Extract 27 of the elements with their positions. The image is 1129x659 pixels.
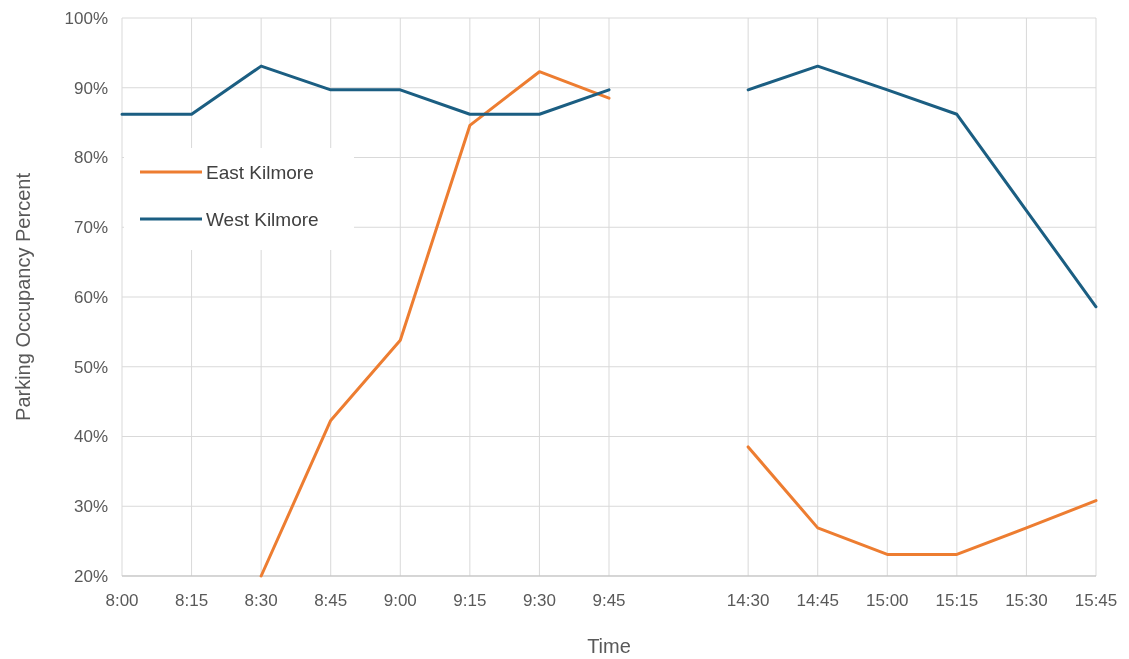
x-tick-label: 14:30 [726,591,770,610]
x-tick-label: 15:30 [1005,591,1048,610]
x-tick-label: 9:45 [592,591,626,610]
y-tick-label: 50% [73,357,108,377]
x-tick-label: 8:00 [105,591,139,610]
x-tick-label: 9:30 [522,591,556,610]
y-tick-label: 100% [64,8,108,28]
x-tick-label: 8:45 [314,591,348,610]
x-tick-label: 15:15 [935,591,979,610]
y-tick-label: 20% [73,566,108,586]
x-tick-label: 9:15 [453,591,487,610]
x-axis-title: Time [587,635,631,657]
y-tick-label: 30% [73,497,108,517]
y-tick-label: 40% [73,427,108,447]
legend-label: East Kilmore [206,161,314,183]
x-tick-label: 8:30 [244,591,278,610]
x-tick-label: 8:15 [175,591,209,610]
y-tick-label: 80% [73,148,108,168]
legend-label: West Kilmore [206,208,319,230]
y-tick-label: 60% [73,287,108,307]
x-tick-label: 14:45 [796,591,839,610]
y-tick-label: 90% [73,78,108,98]
y-axis-title: Parking Occupancy Percent [12,172,34,421]
x-tick-label: 15:45 [1074,591,1118,610]
y-tick-label: 70% [73,218,108,238]
x-tick-label: 9:00 [383,591,417,610]
x-tick-label: 15:00 [866,591,909,610]
